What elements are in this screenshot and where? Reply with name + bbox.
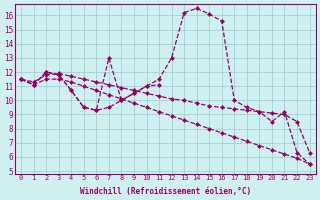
X-axis label: Windchill (Refroidissement éolien,°C): Windchill (Refroidissement éolien,°C)	[80, 187, 251, 196]
